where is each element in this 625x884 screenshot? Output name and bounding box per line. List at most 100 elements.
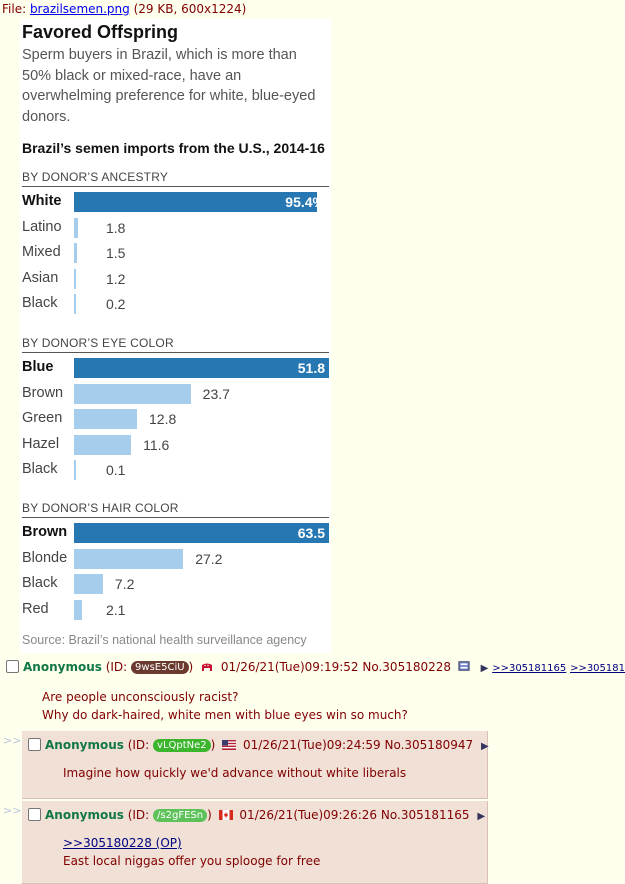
chart-data-label: 27.2 <box>195 550 223 567</box>
chart-bar <box>74 548 184 569</box>
file-label: File: <box>2 2 30 16</box>
op-post-number[interactable]: No.305180228 <box>362 660 452 674</box>
op-message-line: Are people unconsciously racist? <box>42 690 239 704</box>
chart-data-label: 7.2 <box>114 576 135 592</box>
chart-bar <box>74 192 318 212</box>
reply-post: Anonymous (ID: /s2gFESn) 01/26/21(Tue)09… <box>22 801 488 884</box>
chart-category-label: Hazel <box>22 435 60 452</box>
chart-data-label: 63.5 <box>297 525 325 541</box>
reply-poster-id[interactable]: /s2gFESn <box>153 809 208 822</box>
op-id-prefix: (ID: <box>105 660 132 674</box>
op-post-checkbox[interactable] <box>6 660 19 673</box>
chart-bar <box>74 383 191 404</box>
chart-category-label: Asian <box>22 269 59 286</box>
op-poster-id[interactable]: 9wsE5CiU <box>131 661 189 674</box>
chart-bar <box>74 434 132 455</box>
chart-data-label: 95.4% <box>285 194 325 210</box>
chart-data-label: 11.6 <box>143 436 170 453</box>
chart-data-label: 1.8 <box>106 219 126 236</box>
chart-category-label: Blonde <box>22 549 68 566</box>
op-message-line: Why do dark-haired, white men with blue … <box>42 708 408 722</box>
chart-bar <box>74 358 329 378</box>
reply-id-suffix: ) <box>207 808 212 822</box>
reply-message: >>305180228 (OP) East local niggas offer… <box>63 834 320 870</box>
reply-post-date: 01/26/21(Tue)09:24:59 <box>243 738 381 752</box>
us-flag-icon <box>222 740 237 750</box>
reply-post-header: Anonymous (ID: vLQptNe2) 01/26/21(Tue)09… <box>28 738 489 752</box>
chart-category-label: Brown <box>22 524 68 540</box>
chart-data-label: 12.8 <box>149 411 177 427</box>
reply-post-number[interactable]: No.305180947 <box>384 738 474 752</box>
reply-poster-id[interactable]: vLQptNe2 <box>153 739 211 752</box>
chart-bar <box>74 574 103 594</box>
canada-flag-icon <box>218 810 233 820</box>
reply-post: Anonymous (ID: vLQptNe2) 01/26/21(Tue)09… <box>22 731 489 799</box>
chart-section-title: BY DONOR’S EYE COLOR <box>22 336 174 350</box>
chart-section-divider <box>22 352 329 353</box>
reply-message: Imagine how quickly we'd advance without… <box>63 764 406 782</box>
chart-bar <box>74 523 329 543</box>
chart-data-label: 51.8 <box>297 360 325 376</box>
chart-category-label: Black <box>22 461 58 477</box>
reply-poster-name: Anonymous <box>45 808 124 822</box>
reply-post-menu-arrow-icon[interactable]: ▶ <box>480 741 489 752</box>
reply-id-prefix: (ID: <box>127 738 154 752</box>
op-id-suffix: ) <box>188 660 194 674</box>
chart-data-label: 1.2 <box>106 270 126 287</box>
reply-id-suffix: ) <box>210 738 216 752</box>
chart-subtitle: Sperm buyers in Brazil, which is more th… <box>22 47 316 125</box>
chart-section-divider <box>22 517 329 518</box>
reply-post-date: 01/26/21(Tue)09:26:26 <box>239 808 378 822</box>
reply-post-checkbox[interactable] <box>28 738 41 751</box>
chart-category-label: Brown <box>22 384 64 401</box>
reply-poster-name: Anonymous <box>45 738 124 752</box>
reply-id-prefix: (ID: <box>127 808 154 822</box>
reply-message-line: East local niggas offer you splooge for … <box>63 854 321 868</box>
chart-heading: Brazil’s semen imports from the U.S., 20… <box>22 140 325 156</box>
op-backlink-1[interactable]: >>305181165 <box>492 663 567 674</box>
chart-data-label: 0.1 <box>106 462 126 478</box>
reply-message-line: Imagine how quickly we'd advance without… <box>63 766 407 780</box>
chart-category-label: Latino <box>22 218 62 235</box>
chart-category-label: Red <box>22 600 49 617</box>
chart-data-label: 2.1 <box>106 601 126 618</box>
archive-icon[interactable] <box>458 660 470 672</box>
chart-section-title: BY DONOR’S HAIR COLOR <box>22 501 179 515</box>
reply-quote-link[interactable]: >>305180228 (OP) <box>63 836 182 850</box>
chart-category-label: Blue <box>22 359 54 375</box>
reply-post-checkbox[interactable] <box>28 808 41 821</box>
chart-bar <box>74 409 137 429</box>
chart-data-label: 1.5 <box>106 245 126 261</box>
chart-category-label: Black <box>22 295 58 311</box>
file-info: File: brazilsemen.png (29 KB, 600x1224) <box>2 2 246 16</box>
chart-data-label: 0.2 <box>106 296 126 312</box>
chart-bar <box>74 243 77 263</box>
chart-bar <box>74 460 76 480</box>
chart-section-divider <box>22 186 329 187</box>
republican-flag-icon <box>202 663 213 671</box>
chart-bar <box>74 599 83 620</box>
op-post-menu-arrow-icon[interactable]: ▶ <box>480 663 489 674</box>
chart-bar <box>74 294 76 314</box>
chart-section-title: BY DONOR’S ANCESTRY <box>22 170 169 184</box>
chart-category-label: Black <box>22 575 58 591</box>
chart-category-label: White <box>22 193 62 209</box>
chart-bar <box>74 217 78 238</box>
file-meta: (29 KB, 600x1224) <box>133 2 247 16</box>
op-post-date: 01/26/21(Tue)09:19:52 <box>220 660 359 674</box>
post-image[interactable]: Favored Offspring Sperm buyers in Brazil… <box>20 19 331 653</box>
chart-category-label: Mixed <box>22 244 61 260</box>
chart-bar <box>74 268 77 289</box>
op-backlink-2[interactable]: >>305181412 <box>570 663 625 674</box>
chart-title: Favored Offspring <box>22 22 179 42</box>
file-link[interactable]: brazilsemen.png <box>29 2 130 16</box>
chart-source: Source: Brazil’s national health surveil… <box>22 633 307 647</box>
reply-side-arrows: >> <box>3 804 22 817</box>
op-post-header: Anonymous (ID: 9wsE5CiU) 01/26/21(Tue)09… <box>6 660 625 674</box>
chart-data-label: 23.7 <box>202 385 230 402</box>
reply-side-arrows: >> <box>3 734 22 747</box>
reply-post-number[interactable]: No.305181165 <box>380 808 470 822</box>
reply-post-menu-arrow-icon[interactable]: ▶ <box>477 811 486 822</box>
op-message: Are people unconsciously racist? Why do … <box>42 688 408 724</box>
reply-post-header: Anonymous (ID: /s2gFESn) 01/26/21(Tue)09… <box>28 808 485 822</box>
